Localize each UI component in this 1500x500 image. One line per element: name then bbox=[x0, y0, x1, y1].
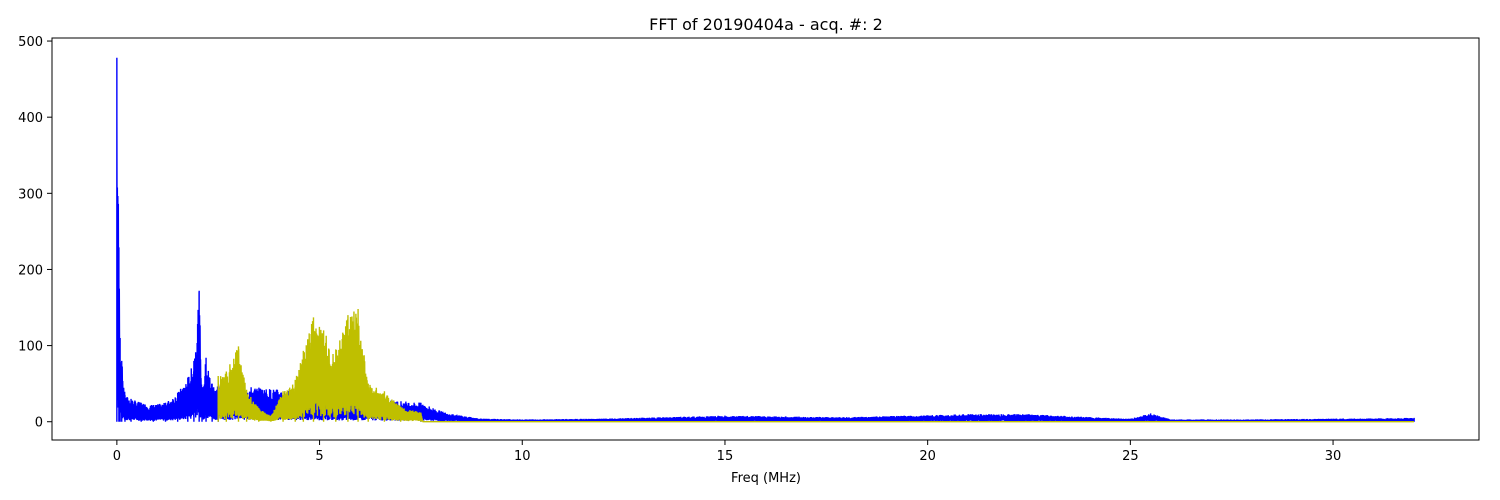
y-tick-label: 100 bbox=[18, 340, 43, 355]
x-tick-label: 30 bbox=[1325, 449, 1342, 464]
spectrum-series-line bbox=[116, 57, 1415, 422]
x-tick-label: 10 bbox=[514, 449, 531, 464]
x-tick-label: 15 bbox=[717, 449, 734, 464]
band-series-line bbox=[217, 309, 1414, 423]
chart-title: FFT of 20190404a - acq. #: 2 bbox=[649, 15, 883, 34]
y-tick-label: 500 bbox=[18, 35, 43, 50]
y-tick-label: 0 bbox=[35, 416, 43, 431]
x-tick-label: 25 bbox=[1122, 449, 1139, 464]
y-tick-label: 400 bbox=[18, 111, 43, 126]
y-tick-label: 300 bbox=[18, 187, 43, 202]
x-tick-label: 5 bbox=[315, 449, 323, 464]
x-axis-label: Freq (MHz) bbox=[731, 471, 801, 486]
y-axis-ticks: 0 100 200 300 400 500 bbox=[18, 35, 52, 431]
x-axis-ticks: 0 5 10 15 20 25 30 bbox=[113, 440, 1342, 464]
x-tick-label: 0 bbox=[113, 449, 121, 464]
y-tick-label: 200 bbox=[18, 263, 43, 278]
plot-frame bbox=[51, 37, 1480, 441]
x-tick-label: 20 bbox=[919, 449, 936, 464]
series-layer bbox=[116, 57, 1415, 423]
